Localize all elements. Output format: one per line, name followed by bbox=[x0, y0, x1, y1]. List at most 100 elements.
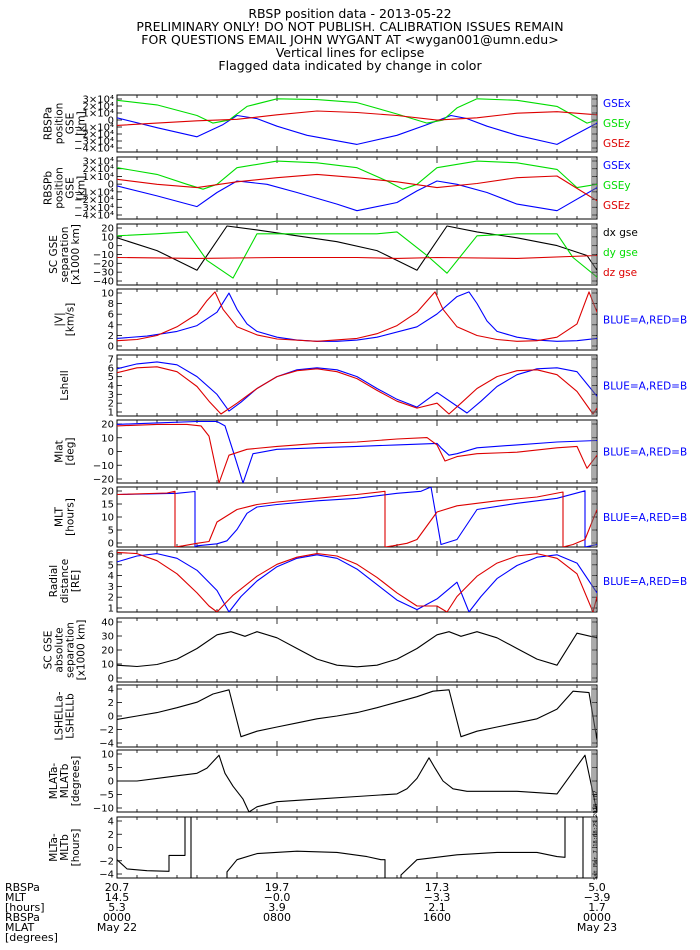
panel-mlt: 20 15 10 5 0 MLT [hours] BLUE=A,RED=B bbox=[54, 486, 687, 550]
y-axis-label: position bbox=[54, 103, 66, 145]
y-tick-label: 1×10⁴ bbox=[83, 109, 114, 120]
y-tick-label: −3×10⁴ bbox=[74, 137, 114, 148]
panel-frame bbox=[116, 617, 598, 683]
y-tick-label: 2 bbox=[108, 830, 114, 841]
panels-group: 3×10⁴2×10⁴1×10⁴0−1×10⁴−2×10⁴−3×10⁴−4×10⁴… bbox=[43, 94, 687, 881]
y-axis-label: distance bbox=[59, 559, 71, 604]
y-tick-label: 2 bbox=[108, 331, 114, 342]
legend-entry: BLUE=A,RED=B bbox=[603, 315, 687, 327]
header-line: Vertical lines for eclipse bbox=[276, 45, 425, 60]
eclipse-bar bbox=[591, 225, 596, 284]
y-tick-label: 0 bbox=[108, 777, 114, 788]
y-axis-label: [RE] bbox=[70, 570, 82, 592]
footer-value: 0000 bbox=[583, 911, 611, 924]
series-line-GSEy bbox=[117, 160, 597, 190]
footer-value: May 23 bbox=[577, 921, 617, 934]
footer-row-label: RBSPa bbox=[5, 881, 40, 894]
series-line-GSEz bbox=[117, 173, 597, 202]
y-tick-label: 20 bbox=[101, 224, 114, 235]
footer-row-label: MLT bbox=[5, 891, 26, 904]
series-line-B bbox=[117, 490, 597, 547]
y-tick-label: 4 bbox=[108, 817, 114, 828]
panel-frame bbox=[116, 816, 598, 879]
panel-mlat: 20 10 0 −10 −20 Mlat [deg] BLUE=A,RED=B bbox=[54, 419, 687, 486]
y-tick-label: 0 bbox=[108, 241, 114, 252]
y-tick-label: 5 bbox=[108, 763, 114, 774]
y-axis-label: MLTa- bbox=[48, 833, 60, 862]
footer-value: 19.7 bbox=[265, 881, 290, 894]
panel-mlt-difference: 4 2 0 −2 −4 MLTa- MLTb [hours] bbox=[48, 816, 598, 881]
panel-rbspb-position: 3×10⁴2×10⁴1×10⁴0−1×10⁴−2×10⁴−3×10⁴−4×10⁴… bbox=[43, 156, 631, 222]
series-line-A bbox=[117, 487, 597, 547]
y-tick-label: 0 bbox=[108, 116, 114, 127]
y-tick-label: −10 bbox=[93, 804, 114, 815]
panel-frame bbox=[116, 94, 598, 153]
header-line: FOR QUESTIONS EMAIL JOHN WYGANT AT <wyga… bbox=[141, 32, 558, 47]
legend-entry: GSEy bbox=[603, 118, 631, 130]
y-tick-label: 10 bbox=[101, 660, 114, 671]
y-tick-label: 2×10⁴ bbox=[83, 164, 114, 175]
y-tick-label: 0 bbox=[108, 843, 114, 854]
y-axis-label: Mlat bbox=[54, 440, 66, 463]
panel-rbspa-position: 3×10⁴2×10⁴1×10⁴0−1×10⁴−2×10⁴−3×10⁴−4×10⁴… bbox=[43, 94, 631, 155]
eclipse-bar bbox=[591, 421, 596, 482]
legend-entry: GSEx bbox=[603, 98, 631, 110]
legend-entry: dx gse bbox=[603, 227, 638, 239]
eclipse-bar bbox=[591, 686, 596, 746]
y-axis-label: LSHELLa- bbox=[54, 691, 66, 740]
series-line-B bbox=[117, 366, 597, 415]
eclipse-bar bbox=[591, 96, 596, 151]
header-line: Flagged data indicated by change in colo… bbox=[218, 58, 482, 73]
y-tick-label: 5 bbox=[108, 372, 114, 383]
panel-frame bbox=[116, 749, 598, 813]
y-tick-label: −30 bbox=[93, 268, 114, 279]
y-tick-label: 6 bbox=[108, 550, 114, 561]
y-tick-label: −10 bbox=[93, 250, 114, 261]
series-line-separation bbox=[117, 631, 597, 668]
y-axis-label: [km] bbox=[76, 176, 88, 201]
y-tick-label: 4 bbox=[108, 320, 114, 331]
y-tick-label: 6 bbox=[108, 363, 114, 374]
series-line-B bbox=[117, 551, 597, 612]
series-line-B bbox=[117, 423, 597, 483]
footer-row-label: [hours] bbox=[5, 901, 45, 914]
y-axis-label: [km/s] bbox=[65, 303, 77, 337]
y-tick-label: 2×10⁴ bbox=[83, 102, 114, 113]
eclipse-bar bbox=[591, 356, 596, 415]
y-tick-label: −4 bbox=[99, 739, 114, 750]
y-tick-label: 20 bbox=[101, 420, 114, 431]
y-tick-label: 10 bbox=[101, 513, 114, 524]
panel-mlat-difference: 10 5 0 −5 −10 MLATa- MLATb [degrees] bbox=[48, 749, 598, 815]
series-line-dx gse bbox=[117, 225, 597, 271]
footer-row-label: [degrees] bbox=[5, 931, 58, 944]
footer-row-label: MLAT bbox=[5, 921, 35, 934]
y-tick-label: −10 bbox=[93, 461, 114, 472]
series-line-MLTa-MLTb bbox=[117, 817, 597, 878]
legend-entry: GSEz bbox=[603, 200, 630, 212]
y-tick-label: 2 bbox=[108, 593, 114, 604]
y-axis-label: [km] bbox=[76, 111, 88, 136]
legend-entry: GSEz bbox=[603, 138, 630, 150]
y-tick-label: 4 bbox=[108, 381, 114, 392]
y-tick-label: 3 bbox=[108, 582, 114, 593]
panel-frame bbox=[116, 156, 598, 220]
y-axis-label: MLATa- bbox=[48, 763, 60, 800]
footer-value: −3.9 bbox=[584, 891, 611, 904]
y-tick-label: 0 bbox=[108, 342, 114, 353]
y-axis-label: [x1000 km] bbox=[70, 224, 82, 285]
series-line-A bbox=[117, 553, 597, 612]
eclipse-bar bbox=[591, 751, 596, 811]
y-tick-label: 40 bbox=[101, 618, 114, 629]
y-tick-label: 0 bbox=[108, 674, 114, 685]
y-tick-label: 20 bbox=[101, 646, 114, 657]
y-tick-label: 2 bbox=[108, 399, 114, 410]
y-axis-label: [x1000 km] bbox=[76, 620, 88, 681]
y-tick-label: 1 bbox=[108, 604, 114, 615]
y-tick-label: −3×10⁴ bbox=[74, 203, 114, 214]
header-line: RBSP position data - 2013-05-22 bbox=[248, 6, 451, 21]
series-line-GSEx bbox=[117, 180, 597, 212]
eclipse-bar bbox=[591, 488, 596, 546]
panel-sc-gse-absolute-separation: 40 30 20 10 0 SC GSE absolute separation [x1000 … bbox=[43, 617, 598, 685]
